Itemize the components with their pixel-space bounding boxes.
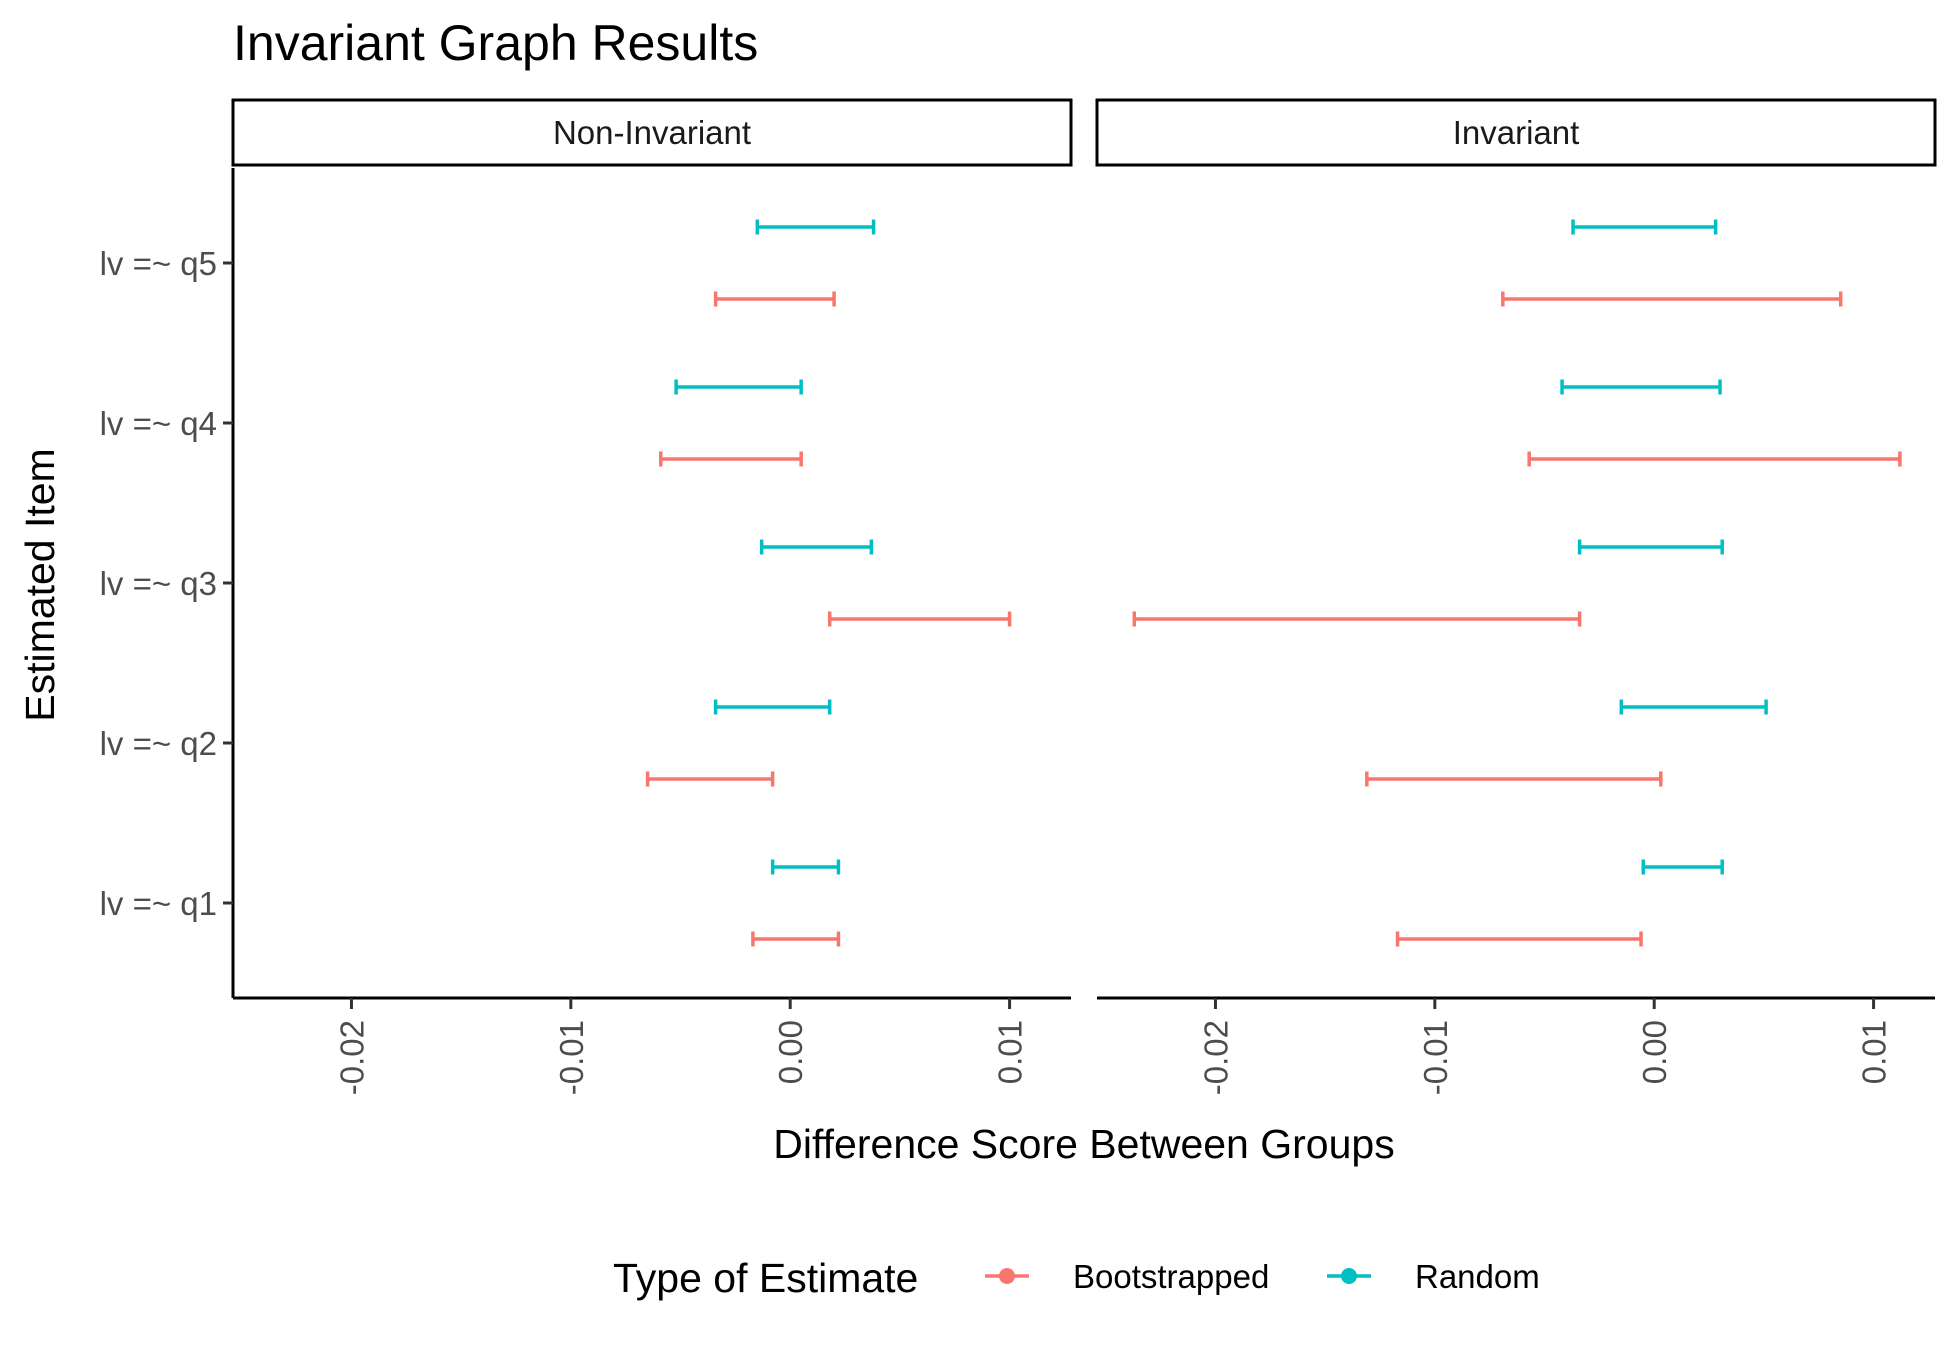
error-bar [770,859,841,875]
x-tick-label: -0.01 [553,1020,590,1095]
x-axis-label: Difference Score Between Groups [773,1121,1394,1167]
facet-strip-label: Invariant [1453,114,1580,151]
error-bar [751,931,841,947]
series-bootstrapped [1132,291,1902,947]
y-tick-label: lv =~ q2 [100,725,217,762]
legend-title: Type of Estimate [613,1255,918,1301]
legend-key-dot [999,1268,1015,1284]
chart-title: Invariant Graph Results [233,15,758,71]
panel-invariant: Invariant -0.02 -0.01 0.00 0.01 [1095,98,1937,1095]
x-tick-label: -0.02 [333,1020,370,1095]
y-tick-label: lv =~ q1 [100,885,217,922]
legend-entries: Bootstrapped Random [985,1258,1540,1295]
error-bar [1560,379,1722,395]
error-bar [1395,931,1643,947]
legend-entry-random: Random [1327,1258,1540,1295]
error-bar [645,771,775,787]
error-bar [1619,699,1768,715]
error-bar [713,699,832,715]
x-tick-label: -0.01 [1417,1020,1454,1095]
panels: Non-Invariant lv =~ q1 lv =~ q2 lv =~ q3 lv … [100,98,1937,1095]
panel-non-invariant: Non-Invariant lv =~ q1 lv =~ q2 lv =~ q3 lv … [100,98,1073,1095]
error-bar [1132,611,1582,627]
legend-label: Random [1415,1258,1540,1295]
legend-label: Bootstrapped [1073,1258,1269,1295]
error-bar [1501,291,1843,307]
x-tick-label: -0.02 [1197,1020,1234,1095]
error-bar [1527,451,1902,467]
x-tick-label: 0.01 [992,1020,1029,1084]
y-tick-label: lv =~ q5 [100,245,217,282]
error-bar [1365,771,1663,787]
error-bar [759,539,874,555]
facet-strip [1095,98,1937,167]
legend-key-dot [1341,1268,1357,1284]
legend-entry-bootstrapped: Bootstrapped [985,1258,1269,1295]
legend: Type of Estimate Bootstrapped Random [613,1255,1540,1301]
facet-strip [231,98,1073,167]
error-bar [827,611,1012,627]
y-axis-label: Estimated Item [17,448,63,721]
error-bar [659,451,803,467]
error-bar [1577,539,1724,555]
error-bar [1571,219,1718,235]
y-tick-label: lv =~ q4 [100,405,217,442]
series-random [674,219,876,875]
x-tick-label: 0.00 [1636,1020,1673,1084]
error-bar [713,291,836,307]
series-bootstrapped [645,291,1012,947]
error-bar [1641,859,1724,875]
x-tick-label: 0.00 [772,1020,809,1084]
y-tick-label: lv =~ q3 [100,565,217,602]
facet-strip-label: Non-Invariant [553,114,751,151]
error-bar [755,219,876,235]
series-random [1560,219,1768,875]
error-bar [674,379,803,395]
x-tick-label: 0.01 [1856,1020,1893,1084]
